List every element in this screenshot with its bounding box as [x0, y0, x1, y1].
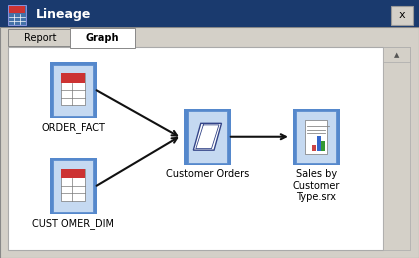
- FancyBboxPatch shape: [54, 160, 93, 212]
- Text: Report: Report: [23, 33, 56, 43]
- FancyBboxPatch shape: [383, 47, 410, 62]
- FancyBboxPatch shape: [297, 111, 336, 163]
- Text: Sales by
Customer
Type.srx: Sales by Customer Type.srx: [292, 169, 340, 202]
- FancyBboxPatch shape: [184, 109, 230, 165]
- FancyBboxPatch shape: [61, 169, 85, 201]
- Text: CUST OMER_DIM: CUST OMER_DIM: [32, 218, 114, 229]
- FancyBboxPatch shape: [383, 47, 410, 250]
- FancyBboxPatch shape: [317, 136, 321, 151]
- Polygon shape: [193, 123, 222, 150]
- FancyBboxPatch shape: [8, 47, 383, 250]
- FancyBboxPatch shape: [61, 73, 85, 105]
- Text: ORDER_FACT: ORDER_FACT: [41, 123, 105, 133]
- FancyBboxPatch shape: [0, 27, 419, 258]
- FancyBboxPatch shape: [70, 28, 135, 48]
- FancyBboxPatch shape: [61, 73, 85, 83]
- FancyBboxPatch shape: [9, 6, 25, 13]
- FancyBboxPatch shape: [8, 5, 26, 25]
- FancyBboxPatch shape: [50, 158, 96, 214]
- FancyBboxPatch shape: [321, 141, 325, 151]
- Text: Graph: Graph: [86, 33, 119, 43]
- FancyBboxPatch shape: [54, 64, 93, 116]
- FancyBboxPatch shape: [188, 111, 227, 163]
- FancyBboxPatch shape: [313, 145, 316, 151]
- FancyBboxPatch shape: [293, 109, 339, 165]
- FancyBboxPatch shape: [50, 62, 96, 118]
- Text: ▲: ▲: [394, 52, 399, 58]
- FancyBboxPatch shape: [8, 29, 72, 46]
- Text: x: x: [399, 10, 406, 20]
- FancyBboxPatch shape: [0, 0, 419, 27]
- FancyBboxPatch shape: [391, 6, 413, 25]
- FancyBboxPatch shape: [61, 169, 85, 178]
- Text: Lineage: Lineage: [36, 8, 91, 21]
- Text: Customer Orders: Customer Orders: [166, 169, 249, 179]
- FancyBboxPatch shape: [305, 120, 327, 154]
